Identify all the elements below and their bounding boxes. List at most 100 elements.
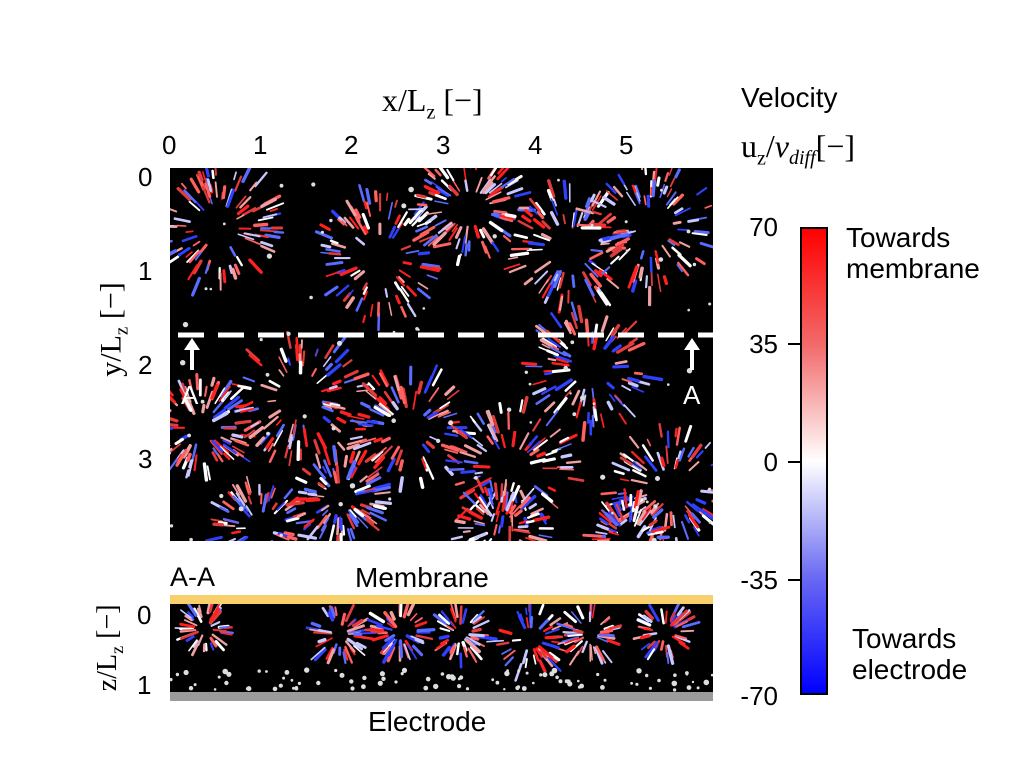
particle-dot <box>331 426 336 431</box>
flow-streak <box>366 419 379 425</box>
flow-streak <box>549 428 561 438</box>
flow-streak <box>605 246 616 253</box>
flow-streak <box>518 496 531 509</box>
flow-streak <box>459 488 476 500</box>
flow-streak <box>210 621 221 627</box>
flow-streak <box>523 277 534 286</box>
flow-streak <box>646 640 656 650</box>
flow-streak <box>235 195 247 209</box>
flow-streak <box>270 487 276 499</box>
flow-streak <box>386 457 396 473</box>
flow-streak <box>450 608 457 623</box>
flow-streak <box>590 193 596 203</box>
flow-streak <box>606 216 617 224</box>
flow-streak <box>641 525 652 532</box>
flow-streak <box>353 645 366 656</box>
flow-streak <box>687 446 695 458</box>
flow-streak <box>591 387 595 399</box>
flow-streak <box>473 610 485 622</box>
flow-streak <box>511 638 522 642</box>
flow-streak <box>315 453 322 469</box>
flow-streak <box>656 451 665 471</box>
flow-streak <box>672 609 689 625</box>
flow-streak <box>519 613 524 622</box>
flow-streak <box>643 195 647 206</box>
flow-streak <box>233 171 237 181</box>
flow-streak <box>214 168 217 176</box>
flow-streak <box>576 223 594 227</box>
flow-streak <box>231 267 238 280</box>
flow-streak <box>260 244 276 253</box>
flow-streak <box>177 246 191 257</box>
flow-streak <box>464 243 468 257</box>
colorbar-title: Velocity <box>741 82 838 113</box>
flow-streak <box>593 408 598 422</box>
flow-streak <box>399 639 403 659</box>
flow-streak <box>398 459 404 472</box>
flow-streak <box>255 436 266 447</box>
colorbar-quantity-denom-sub: diff <box>788 147 816 170</box>
flow-streak <box>438 613 451 625</box>
flow-streak <box>638 266 644 279</box>
colorbar-quantity-denom: v <box>774 128 789 164</box>
flow-streak <box>632 505 639 523</box>
flow-streak <box>321 465 328 474</box>
x-axis-sub: z <box>426 101 436 124</box>
flow-streak <box>344 640 356 653</box>
flow-streak <box>668 238 680 247</box>
flow-streak <box>204 263 210 274</box>
flow-streak <box>201 185 211 204</box>
flow-streak <box>276 534 290 541</box>
flow-streak <box>614 360 628 365</box>
flow-streak <box>322 403 332 407</box>
flow-streak <box>329 402 341 407</box>
flow-streak <box>451 179 461 192</box>
flow-streak <box>601 266 611 275</box>
flow-streak <box>678 447 686 462</box>
flow-streak <box>402 604 410 619</box>
flow-streak <box>231 445 245 454</box>
flow-streak <box>472 619 490 629</box>
flow-streak <box>500 216 514 223</box>
flow-streak <box>470 635 480 641</box>
colorbar-tick-mark <box>788 343 800 345</box>
flow-streak <box>603 624 615 631</box>
flow-streak <box>518 539 524 541</box>
towards-electrode-line1: Towards <box>852 623 957 654</box>
particle-dot <box>658 257 664 262</box>
particle-dot <box>175 672 180 677</box>
flow-streak <box>472 464 491 469</box>
x-axis-label: x/Lz [−] <box>382 82 483 124</box>
flow-streak <box>473 224 480 239</box>
flow-streak <box>194 200 205 211</box>
flow-streak <box>550 270 560 285</box>
flow-streak <box>286 535 298 541</box>
flow-streak <box>677 450 682 460</box>
flow-streak <box>561 636 580 643</box>
flow-streak <box>210 518 223 523</box>
flow-streak <box>417 251 431 256</box>
particle-dot <box>224 680 229 686</box>
particle-dot <box>401 667 408 673</box>
flow-streak <box>432 613 448 625</box>
flow-streak <box>474 471 483 475</box>
flow-streak <box>243 232 261 238</box>
flow-streak <box>646 194 651 208</box>
flow-streak <box>473 616 486 625</box>
flow-streak <box>229 385 246 401</box>
flow-streak <box>488 538 493 541</box>
flow-streak <box>526 248 543 251</box>
flow-streak <box>675 620 689 628</box>
flow-streak <box>288 450 293 467</box>
flow-streak <box>437 411 451 418</box>
flow-streak <box>584 278 595 297</box>
particle-dot <box>422 307 426 310</box>
flow-streak <box>475 507 485 516</box>
flow-streak <box>231 433 244 439</box>
flow-streak <box>348 630 362 634</box>
flow-streak <box>641 506 652 521</box>
flow-streak <box>295 476 308 484</box>
flow-streak <box>228 264 234 274</box>
flow-streak <box>490 168 498 177</box>
flow-streak <box>510 482 515 492</box>
